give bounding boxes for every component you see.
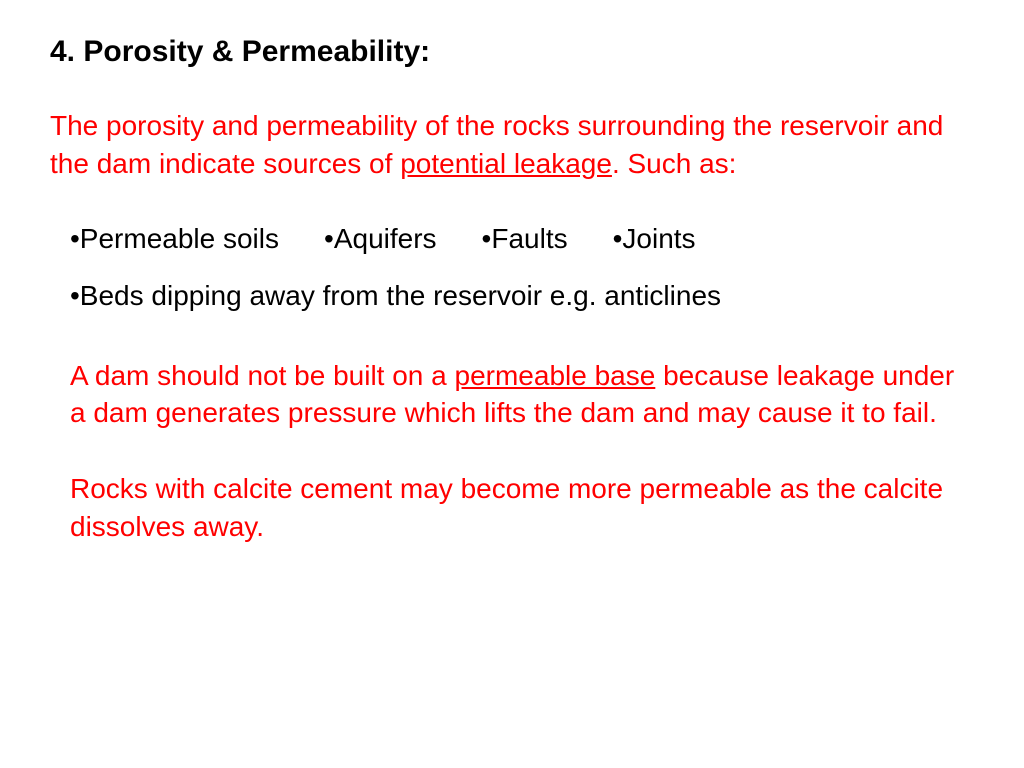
bullet-row-1: •Permeable soils •Aquifers •Faults •Join… (70, 223, 974, 255)
bullet-beds-dipping: •Beds dipping away from the reservoir e.… (70, 280, 721, 311)
intro-text-part2: . Such as: (612, 148, 737, 179)
calcite-paragraph: Rocks with calcite cement may become mor… (70, 470, 974, 546)
bullet-row-2: •Beds dipping away from the reservoir e.… (70, 280, 974, 312)
bullet-permeable-soils: •Permeable soils (70, 223, 279, 255)
bullet-faults: •Faults (482, 223, 568, 255)
dam-warning-paragraph: A dam should not be built on a permeable… (70, 357, 974, 433)
para1-part1: A dam should not be built on a (70, 360, 455, 391)
bullet-joints: •Joints (613, 223, 696, 255)
intro-paragraph: The porosity and permeability of the roc… (50, 107, 974, 183)
slide-heading: 4. Porosity & Permeability: (50, 35, 974, 69)
para1-underlined: permeable base (455, 360, 656, 391)
intro-underlined: potential leakage (400, 148, 612, 179)
bullet-aquifers: •Aquifers (324, 223, 437, 255)
